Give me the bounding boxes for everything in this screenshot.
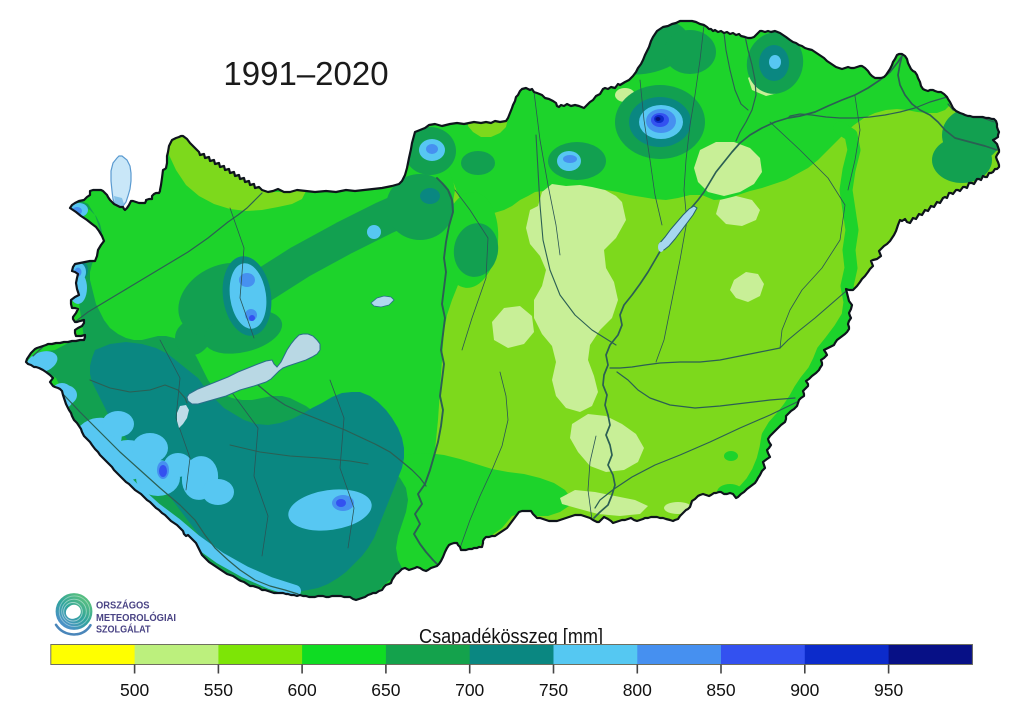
svg-text:650: 650 — [371, 680, 400, 700]
svg-text:500: 500 — [120, 680, 149, 700]
svg-text:SZOLGÁLAT: SZOLGÁLAT — [96, 623, 151, 636]
svg-text:750: 750 — [539, 680, 568, 700]
svg-text:METEOROLÓGIAI: METEOROLÓGIAI — [96, 611, 176, 624]
svg-text:ORSZÁGOS: ORSZÁGOS — [96, 598, 150, 611]
svg-text:550: 550 — [204, 680, 233, 700]
svg-text:850: 850 — [706, 680, 735, 700]
svg-text:1991–2020: 1991–2020 — [223, 55, 388, 92]
svg-text:600: 600 — [287, 680, 316, 700]
svg-text:950: 950 — [874, 680, 903, 700]
svg-text:700: 700 — [455, 680, 484, 700]
svg-text:800: 800 — [623, 680, 652, 700]
svg-text:900: 900 — [790, 680, 819, 700]
svg-text:Csapadékösszeg [mm]: Csapadékösszeg [mm] — [419, 626, 603, 648]
